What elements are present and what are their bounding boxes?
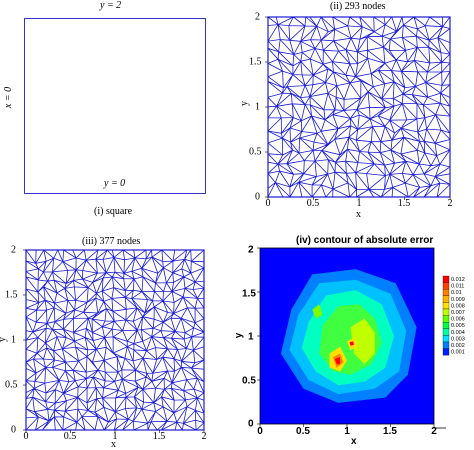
ii-ytick: 1 <box>255 101 260 113</box>
panel-iii-xlabel: x <box>111 439 116 450</box>
ii-xtick: 2 <box>447 198 453 209</box>
panel-iv-xlabel: x <box>351 436 357 447</box>
legend-label: 0.005 <box>451 323 465 329</box>
legend-label: 0.009 <box>451 297 465 303</box>
legend-swatch <box>442 308 450 316</box>
legend-label: 0.012 <box>451 277 465 283</box>
panel-ii-xlabel: x <box>356 209 361 220</box>
contour-region <box>350 318 375 365</box>
iv-xtick: 0.5 <box>296 426 310 437</box>
iii-ytick: 2 <box>11 244 16 256</box>
square-domain <box>24 18 206 194</box>
mesh-iii-plot <box>23 249 205 433</box>
iii-xtick: 0 <box>23 431 29 442</box>
ii-ytick: 2 <box>255 11 260 23</box>
iv-xtick: 0 <box>257 426 263 437</box>
ii-ytick: 0.5 <box>249 146 262 158</box>
panel-iii-title: (iii) 377 nodes <box>82 236 141 247</box>
iv-xtick: 1 <box>344 426 350 437</box>
panel-i-bottom-label: y = 0 <box>104 178 126 189</box>
iv-ytick: 1 <box>248 331 254 343</box>
iii-ytick: 1 <box>11 334 16 346</box>
legend-swatch <box>442 348 450 356</box>
mesh-ii-plot <box>265 16 451 200</box>
legend-swatch <box>442 275 450 283</box>
panel-i-left-label: x = 0 <box>3 86 15 109</box>
legend-swatch <box>442 302 450 310</box>
iii-xtick: 0.5 <box>63 431 77 442</box>
panel-iv-title: (iv) contour of absolute error <box>296 235 434 246</box>
panel-i-caption: (i) square <box>94 206 133 217</box>
legend-label: 0.003 <box>451 336 465 342</box>
mesh-edges <box>25 249 205 431</box>
iii-ytick: 1.5 <box>5 289 18 301</box>
legend-label: 0.01 <box>451 290 462 296</box>
iv-xtick: 1.5 <box>383 426 397 437</box>
ii-xtick: 1.5 <box>397 198 411 209</box>
panel-iii-ylabel: y <box>0 337 8 342</box>
legend-swatch <box>442 322 450 329</box>
legend-label: 0.008 <box>451 303 465 309</box>
legend-swatch <box>442 315 450 323</box>
legend-label: 0.001 <box>451 350 465 356</box>
legend-label: 0.007 <box>451 310 465 316</box>
panel-iv-ylabel: y <box>233 332 245 339</box>
contour-region <box>349 341 354 346</box>
ii-xtick: 1 <box>356 198 362 209</box>
legend-swatch <box>442 289 450 296</box>
legend-swatch <box>442 282 450 290</box>
iii-ytick: 0.5 <box>5 379 18 391</box>
contour-plot <box>257 247 446 429</box>
iii-ytick: 0 <box>11 424 16 436</box>
legend-label: 0.006 <box>451 317 465 323</box>
contour-region <box>334 357 340 365</box>
legend-label: 0.002 <box>451 343 465 349</box>
panel-i-top-label: y = 2 <box>100 0 122 11</box>
iv-ytick: 0 <box>248 418 254 430</box>
ii-ytick: 1.5 <box>249 56 262 68</box>
iv-ytick: 0.5 <box>242 375 256 387</box>
iv-ytick: 2 <box>248 244 254 256</box>
contour-legend: 0.0120.0110.010.0090.0080.0070.0060.0050… <box>442 275 465 356</box>
legend-swatch <box>442 295 450 303</box>
legend-swatch <box>442 328 450 336</box>
mesh-edges <box>267 16 451 198</box>
ii-xtick: 0.5 <box>306 198 320 209</box>
contour-region <box>312 304 323 319</box>
ii-ytick: 0 <box>255 191 260 203</box>
legend-label: 0.004 <box>451 330 465 336</box>
panel-ii-ylabel: y <box>239 101 250 106</box>
iv-ytick: 1.5 <box>242 288 256 300</box>
iii-xtick: 1.5 <box>152 431 166 442</box>
iv-xtick: 2 <box>431 426 437 437</box>
legend-swatch <box>442 341 450 349</box>
legend-label: 0.011 <box>451 284 464 290</box>
panel-ii-title: (ii) 293 nodes <box>330 1 386 12</box>
legend-swatch <box>442 335 450 343</box>
ii-xtick: 0 <box>265 198 271 209</box>
iii-xtick: 1 <box>112 431 118 442</box>
iii-xtick: 2 <box>201 431 207 442</box>
